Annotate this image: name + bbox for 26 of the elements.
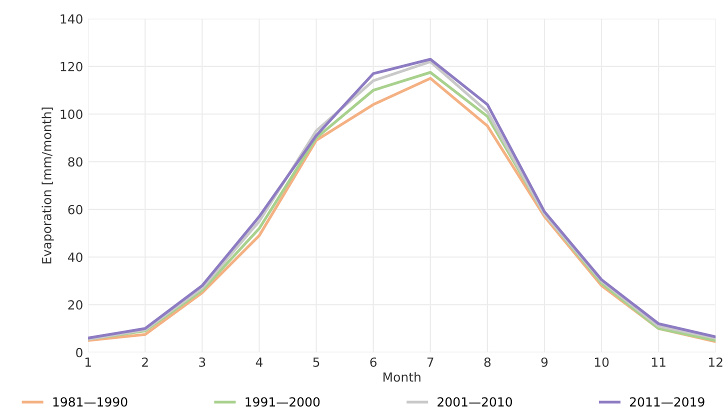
legend-label: 1991—2000 (246, 397, 320, 407)
y-axis-title: Evaporation [mm/month] (42, 108, 54, 264)
y-tick-label: 0 (76, 348, 82, 358)
x-tick-label: 8 (484, 357, 491, 367)
legend-label: 2011—2019 (630, 397, 704, 407)
x-tick-label: 4 (256, 358, 263, 367)
x-tick-label: 2 (142, 357, 148, 367)
x-axis-title: Month (383, 372, 420, 382)
x-tick-label: 11 (652, 358, 666, 367)
y-tick-label: 40 (68, 252, 82, 262)
x-tick-label: 12 (709, 357, 722, 367)
legend-label: 2001—2010 (438, 397, 512, 407)
y-tick-label: 60 (68, 204, 82, 214)
legend-label: 1981—1990 (53, 397, 128, 407)
x-tick-label: 6 (370, 357, 377, 367)
x-tick-label: 5 (313, 358, 320, 367)
x-tick-label: 7 (427, 358, 434, 367)
y-tick-label: 20 (68, 300, 82, 310)
x-tick-label: 1 (85, 358, 91, 367)
y-tick-label: 80 (68, 157, 82, 167)
y-tick-label: 140 (60, 14, 82, 24)
y-tick-label: 100 (60, 110, 82, 120)
x-tick-label: 3 (199, 357, 206, 367)
y-tick-label: 120 (60, 62, 82, 72)
x-tick-label: 10 (594, 357, 609, 367)
x-tick-label: 9 (541, 357, 548, 367)
